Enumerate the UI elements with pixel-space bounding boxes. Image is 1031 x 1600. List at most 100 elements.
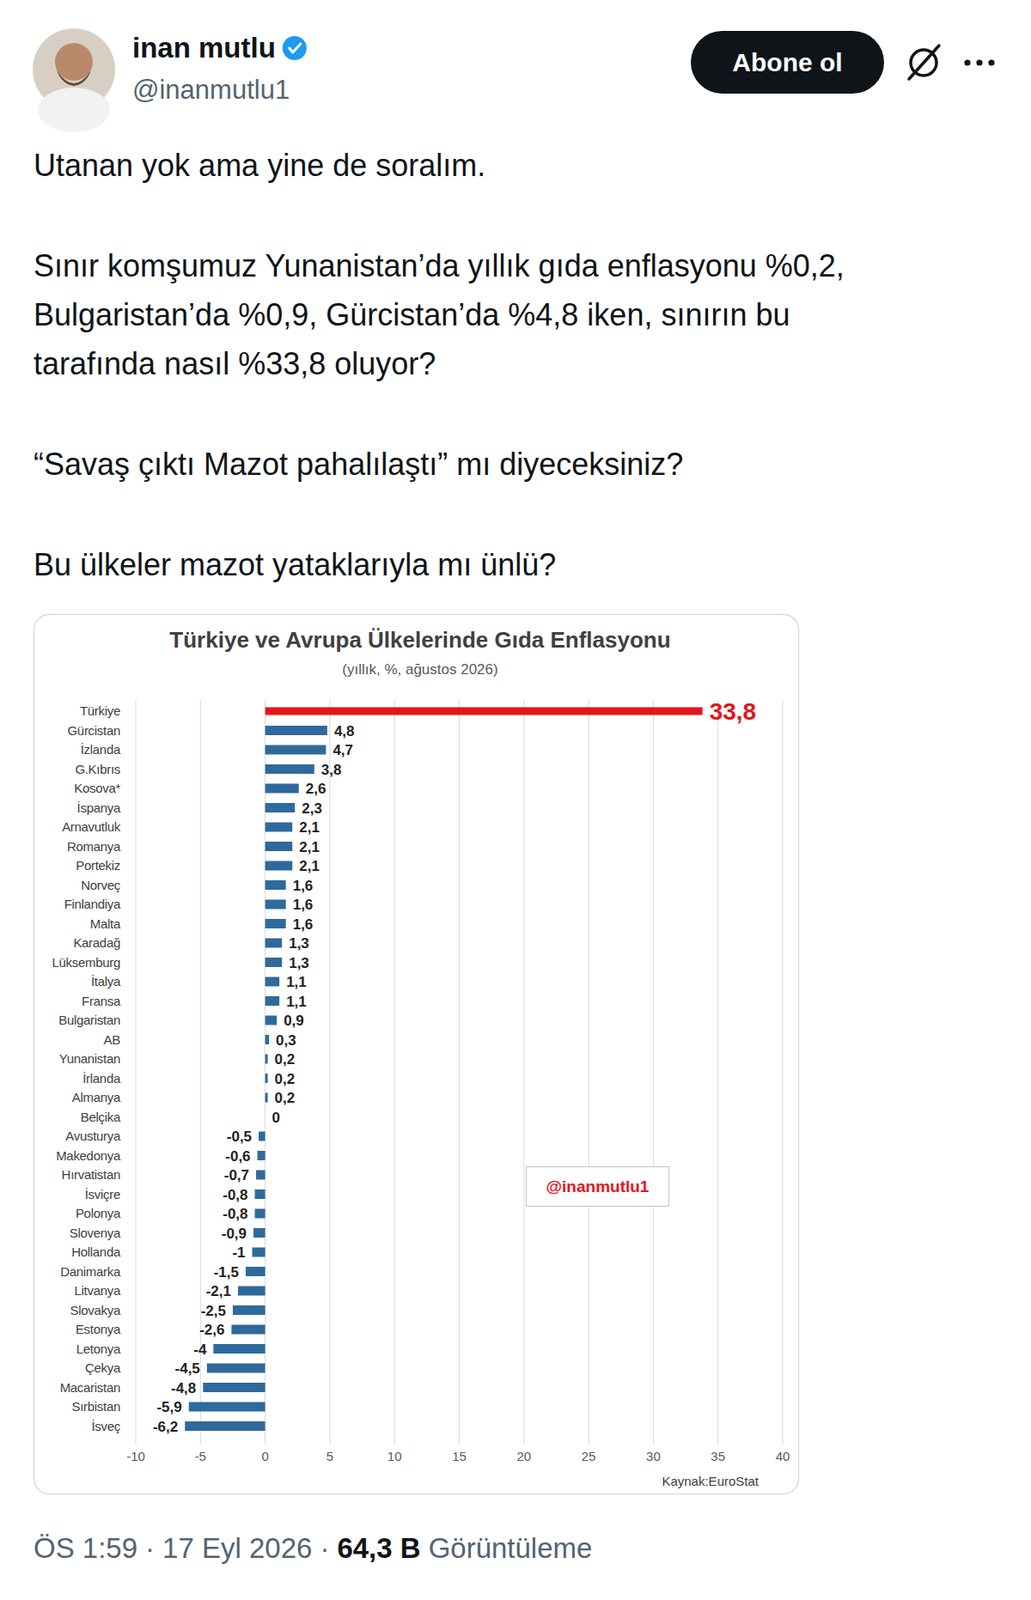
more-dot [963, 59, 970, 66]
data-label: -1 [231, 1244, 245, 1262]
category-label: Estonya [75, 1322, 122, 1337]
grid-line [652, 700, 654, 1442]
category-label: Hollanda [71, 1244, 122, 1260]
bar [265, 1016, 278, 1026]
bar [245, 1267, 266, 1277]
category-label: Bulgaristan [58, 1012, 121, 1028]
bar [184, 1421, 265, 1432]
data-label: 0 [272, 1110, 281, 1127]
data-label: 0,2 [274, 1071, 296, 1088]
data-label: 4,8 [334, 723, 355, 740]
bar [265, 996, 281, 1007]
tick-mark [200, 1441, 202, 1446]
category-label: Hırvatistan [61, 1167, 121, 1183]
bar [265, 1055, 269, 1065]
grid-line [717, 700, 719, 1442]
bar [265, 823, 293, 833]
chart-card [34, 615, 800, 1495]
category-label: Romanya [67, 839, 122, 855]
data-label: 2,6 [305, 780, 327, 798]
category-label: Belçika [80, 1110, 122, 1125]
watermark: @inanmutlu1 [546, 1177, 650, 1196]
post-text: Utanan yok ama yine de soralım. [33, 147, 486, 184]
bar [265, 880, 287, 891]
follow-button-bg [690, 30, 885, 94]
category-label: Malta [90, 916, 122, 932]
category-label: AB [103, 1032, 122, 1048]
bar [213, 1344, 265, 1355]
grid-line [782, 700, 784, 1442]
data-label: -0,8 [222, 1187, 248, 1204]
tick-label: -5 [195, 1449, 207, 1465]
category-label: Türkiye [79, 703, 121, 719]
bar [231, 1325, 265, 1336]
data-label: 1,6 [292, 878, 314, 895]
data-label: 1,1 [286, 994, 307, 1011]
category-label: Karadağ [73, 935, 121, 951]
bar [256, 1171, 266, 1181]
avatar-head [54, 42, 93, 81]
bar [265, 745, 327, 756]
data-label: 0,3 [275, 1032, 297, 1050]
data-label: 2,1 [298, 839, 320, 856]
watermark-box [526, 1167, 670, 1208]
tick-mark [458, 1441, 460, 1446]
bar [265, 803, 296, 813]
more-icon[interactable] [963, 59, 995, 66]
bars [184, 707, 702, 1433]
tick-mark [652, 1441, 654, 1446]
post-footer: ÖS 1:59·17 Eyl 2026·64,3 BGörüntüleme [33, 1532, 592, 1565]
post-text: Sınır komşumuz Yunanistan’da yıllık gıda… [33, 248, 845, 284]
bar [258, 1132, 266, 1142]
bar [253, 1228, 266, 1239]
category-label: Almanya [72, 1090, 122, 1105]
data-labels: 33,84,84,73,82,62,32,12,12,11,61,61,61,3… [152, 698, 757, 1436]
category-label: İspanya [77, 800, 122, 816]
bar [265, 841, 293, 852]
grid-line [394, 700, 396, 1442]
bar [257, 1151, 266, 1161]
data-label: 0,2 [274, 1090, 296, 1107]
tick-mark [717, 1441, 719, 1446]
data-label: -2,6 [199, 1322, 225, 1339]
category-label: İtalya [91, 974, 122, 989]
grid-line [588, 700, 590, 1442]
data-label: 33,8 [709, 698, 757, 726]
separator: · [319, 1532, 330, 1565]
data-label: 0,2 [274, 1051, 296, 1068]
post-text: Bu ülkeler mazot yataklarıyla mı ünlü? [33, 547, 556, 583]
tick-label: 40 [775, 1449, 791, 1465]
post-text: tarafında nasıl %33,8 oluyor? [33, 346, 436, 382]
tick-label: 10 [387, 1449, 403, 1465]
bar [252, 1248, 266, 1258]
category-label: İrlanda [82, 1071, 122, 1086]
data-label: -2,1 [206, 1283, 232, 1300]
category-label: Polonya [75, 1206, 122, 1221]
category-label: İsviçre [85, 1187, 121, 1202]
data-label: 2,1 [298, 819, 320, 836]
category-label: G.Kıbrıs [74, 762, 121, 777]
data-label: -4 [193, 1342, 208, 1359]
data-label: -5,9 [156, 1399, 182, 1416]
category-label: Slovakya [70, 1303, 122, 1318]
bar [265, 939, 283, 949]
bar [255, 1189, 266, 1200]
follow-button-label[interactable]: Abone ol [732, 48, 842, 77]
tick-label: -10 [126, 1449, 146, 1465]
data-label: -6,2 [152, 1419, 178, 1436]
bar [265, 900, 287, 910]
follow-button[interactable]: Abone ol [690, 30, 885, 94]
category-label: Kosova* [73, 780, 121, 796]
grid-line [458, 700, 460, 1442]
post-time: ÖS 1:59 [33, 1532, 138, 1565]
tick-label: 15 [451, 1449, 467, 1465]
avatar-shirt [37, 87, 110, 133]
grok-icon[interactable] [908, 45, 940, 80]
data-label: -2,5 [201, 1303, 226, 1320]
data-label: 3,8 [321, 762, 342, 779]
tick-mark [394, 1441, 396, 1446]
data-label: -0,8 [222, 1206, 248, 1223]
category-label: Portekiz [75, 858, 121, 873]
grid-line [135, 700, 137, 1442]
badge-check [289, 43, 301, 53]
